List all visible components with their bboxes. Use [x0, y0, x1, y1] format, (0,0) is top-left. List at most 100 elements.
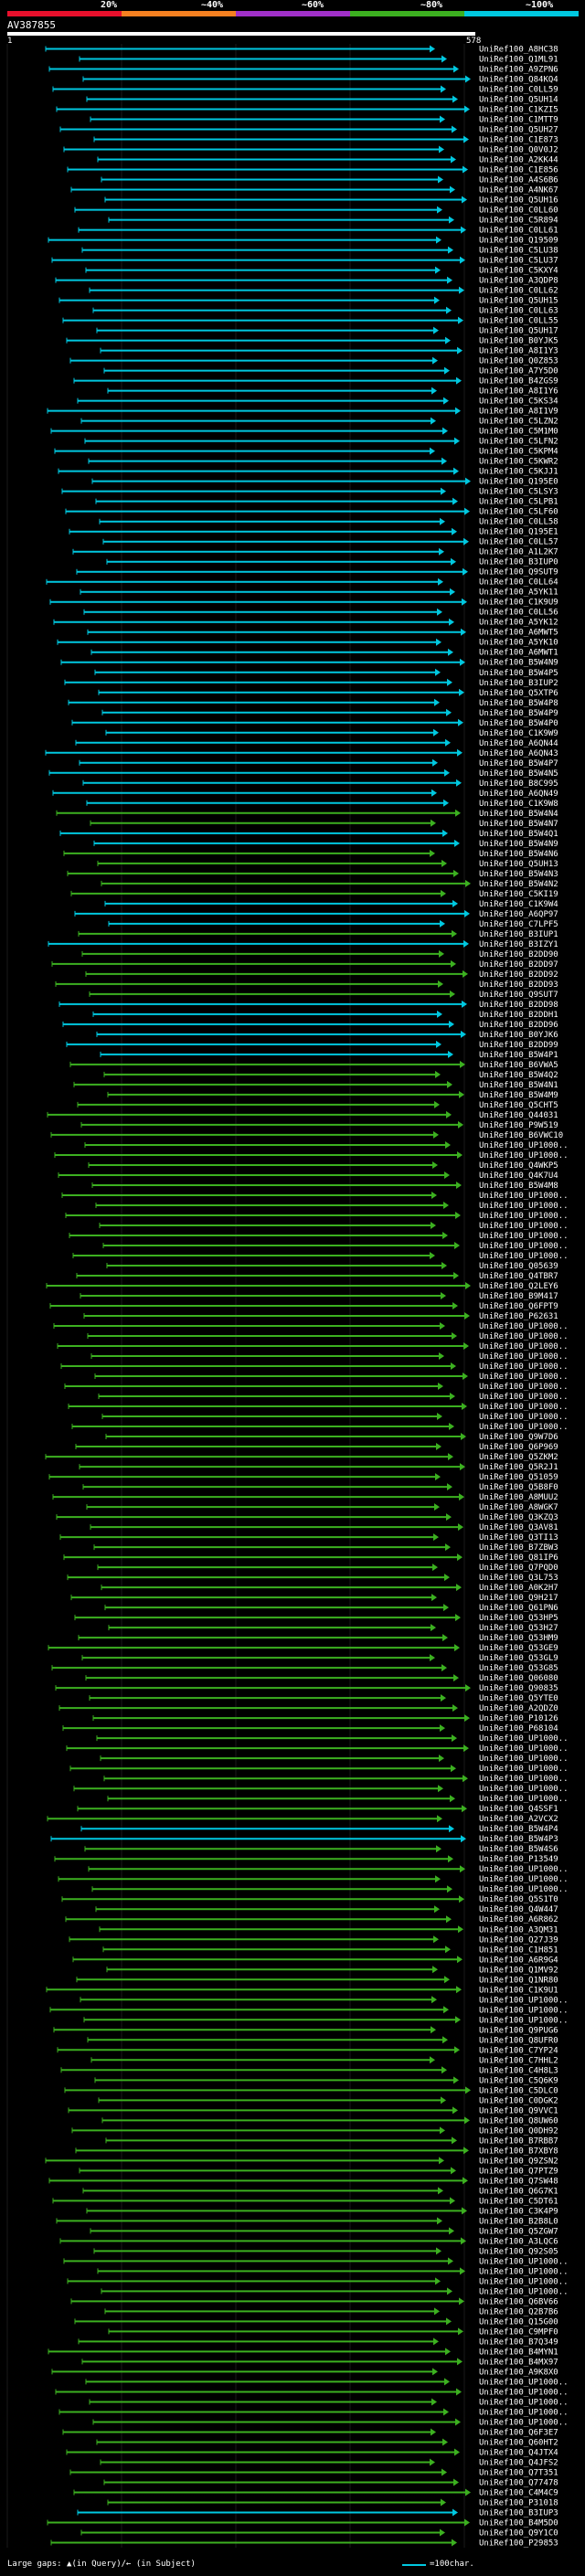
- hit-row[interactable]: UniRef100_B2DD96: [62, 1020, 558, 1030]
- hit-label[interactable]: UniRef100_B4MYN1: [479, 2348, 558, 2357]
- hit-row[interactable]: UniRef100_P13549: [54, 1855, 558, 1864]
- hit-label[interactable]: UniRef100_Q3KZQ3: [479, 1513, 558, 1522]
- hit-row[interactable]: UniRef100_UP1000..: [88, 1865, 569, 1874]
- hit-label[interactable]: UniRef100_B2DD97: [479, 960, 558, 970]
- hit-row[interactable]: UniRef100_Q92S05: [93, 2247, 558, 2256]
- hit-label[interactable]: UniRef100_B4M5D0: [479, 2518, 558, 2528]
- hit-row[interactable]: UniRef100_UP1000..: [49, 2006, 569, 2015]
- hit-label[interactable]: UniRef100_A8WGK7: [479, 1503, 558, 1512]
- hit-label[interactable]: UniRef100_P10126: [479, 1714, 558, 1723]
- hit-row[interactable]: UniRef100_A7Y5D0: [103, 366, 558, 376]
- hit-row[interactable]: UniRef100_UP1000..: [102, 1241, 569, 1251]
- hit-label[interactable]: UniRef100_Q5UH13: [479, 860, 558, 869]
- hit-label[interactable]: UniRef100_C1H851: [479, 1945, 558, 1955]
- hit-row[interactable]: UniRef100_UP1000..: [100, 1754, 569, 1764]
- hit-row[interactable]: UniRef100_Q51059: [48, 1473, 558, 1482]
- hit-row[interactable]: UniRef100_Q84KQ4: [82, 75, 558, 85]
- hit-row[interactable]: UniRef100_UP1000..: [73, 1785, 569, 1794]
- hit-label[interactable]: UniRef100_A9ZPN6: [479, 66, 558, 75]
- hit-row[interactable]: UniRef100_C1K9U9: [49, 598, 558, 608]
- hit-row[interactable]: UniRef100_Q2B7B6: [104, 2307, 558, 2316]
- hit-row[interactable]: UniRef100_A6R862: [65, 1915, 558, 1924]
- hit-label[interactable]: UniRef100_UP1000..: [479, 1192, 569, 1201]
- hit-label[interactable]: UniRef100_C5KWR2: [479, 458, 558, 467]
- hit-row[interactable]: UniRef100_B2DD97: [51, 959, 558, 970]
- hit-row[interactable]: UniRef100_Q19509: [48, 236, 558, 246]
- hit-row[interactable]: UniRef100_C5LSY3: [61, 487, 558, 497]
- hit-label[interactable]: UniRef100_C0DGK2: [479, 2096, 558, 2105]
- hit-row[interactable]: UniRef100_Q5R2J1: [79, 1463, 558, 1472]
- hit-label[interactable]: UniRef100_C0LL61: [479, 227, 558, 236]
- hit-label[interactable]: UniRef100_Q6F3E7: [479, 2428, 558, 2437]
- hit-label[interactable]: UniRef100_Q5CHT5: [479, 1101, 558, 1110]
- hit-row[interactable]: UniRef100_C5LPB1: [95, 497, 558, 507]
- hit-label[interactable]: UniRef100_Q60HT2: [479, 2438, 558, 2447]
- hit-row[interactable]: UniRef100_UP1000..: [101, 2287, 569, 2296]
- hit-row[interactable]: UniRef100_Q4TBR7: [76, 1271, 558, 1281]
- hit-label[interactable]: UniRef100_Q9H217: [479, 1594, 558, 1603]
- hit-row[interactable]: UniRef100_C1E873: [93, 135, 558, 145]
- hit-label[interactable]: UniRef100_B2DD99: [479, 1041, 558, 1050]
- hit-row[interactable]: UniRef100_A5YK11: [80, 588, 558, 598]
- hit-label[interactable]: UniRef100_UP1000..: [479, 2388, 569, 2397]
- hit-row[interactable]: UniRef100_UP1000..: [66, 1744, 569, 1754]
- hit-label[interactable]: UniRef100_A5YK11: [479, 588, 558, 598]
- hit-row[interactable]: UniRef100_UP1000..: [97, 2267, 569, 2276]
- hit-row[interactable]: UniRef100_Q05639: [106, 1261, 558, 1271]
- hit-label[interactable]: UniRef100_B5W4P8: [479, 699, 558, 708]
- hit-row[interactable]: UniRef100_C5DT61: [52, 2197, 558, 2206]
- hit-row[interactable]: UniRef100_A9ZPN6: [48, 65, 558, 75]
- hit-row[interactable]: UniRef100_Q6G7K1: [82, 2187, 558, 2196]
- hit-label[interactable]: UniRef100_C5DT61: [479, 2197, 558, 2206]
- hit-row[interactable]: UniRef100_UP1000..: [92, 2418, 569, 2427]
- hit-row[interactable]: UniRef100_B7XBY8: [75, 2147, 558, 2156]
- hit-row[interactable]: UniRef100_Q6FPT9: [49, 1302, 558, 1311]
- hit-label[interactable]: UniRef100_A5YK12: [479, 619, 558, 628]
- hit-row[interactable]: UniRef100_Q81IP6: [63, 1553, 558, 1563]
- hit-label[interactable]: UniRef100_B5W4N1: [479, 1081, 558, 1090]
- hit-label[interactable]: UniRef100_UP1000..: [479, 1232, 569, 1241]
- hit-label[interactable]: UniRef100_B5W4N9: [479, 659, 558, 668]
- hit-row[interactable]: UniRef100_C1MTT9: [90, 115, 558, 125]
- hit-label[interactable]: UniRef100_Q7SW48: [479, 2177, 558, 2186]
- hit-row[interactable]: UniRef100_Q2LEY6: [46, 1281, 558, 1291]
- hit-label[interactable]: UniRef100_Q5ZGW7: [479, 2227, 558, 2236]
- hit-label[interactable]: UniRef100_UP1000..: [479, 1352, 569, 1362]
- hit-label[interactable]: UniRef100_Q7PQD0: [479, 1564, 558, 1573]
- hit-row[interactable]: UniRef100_B5W4N3: [67, 869, 558, 879]
- hit-label[interactable]: UniRef100_B5W4N3: [479, 870, 558, 879]
- hit-row[interactable]: UniRef100_Q90835: [55, 1684, 558, 1693]
- hit-label[interactable]: UniRef100_UP1000..: [479, 1765, 569, 1774]
- hit-row[interactable]: UniRef100_P29853: [50, 2539, 558, 2548]
- hit-row[interactable]: UniRef100_B8C995: [82, 779, 558, 789]
- hit-row[interactable]: UniRef100_B6VWA5: [69, 1060, 558, 1070]
- hit-row[interactable]: UniRef100_B5W4N9: [93, 839, 558, 849]
- hit-row[interactable]: UniRef100_B5W4N7: [90, 819, 558, 829]
- hit-row[interactable]: UniRef100_A4NK67: [70, 186, 558, 196]
- hit-label[interactable]: UniRef100_C5KXY4: [479, 267, 558, 276]
- hit-label[interactable]: UniRef100_Q7T351: [479, 2468, 558, 2477]
- hit-label[interactable]: UniRef100_C7HHL2: [479, 2056, 558, 2065]
- hit-row[interactable]: UniRef100_Q5UH16: [104, 196, 558, 206]
- hit-row[interactable]: UniRef100_Q4K7U4: [58, 1171, 558, 1181]
- hit-row[interactable]: UniRef100_Q5ZKM2: [45, 1453, 558, 1462]
- hit-row[interactable]: UniRef100_UP1000..: [57, 1342, 569, 1352]
- hit-row[interactable]: UniRef100_A6QN49: [52, 789, 558, 799]
- hit-row[interactable]: UniRef100_Q53HM9: [78, 1634, 558, 1643]
- hit-row[interactable]: UniRef100_A8HC38: [45, 45, 558, 55]
- hit-label[interactable]: UniRef100_P62631: [479, 1312, 558, 1321]
- hit-label[interactable]: UniRef100_B5W4P9: [479, 709, 558, 718]
- hit-label[interactable]: UniRef100_Q6P969: [479, 1443, 558, 1452]
- hit-label[interactable]: UniRef100_Q19509: [479, 237, 558, 246]
- hit-label[interactable]: UniRef100_Q1ML91: [479, 56, 558, 65]
- hit-label[interactable]: UniRef100_C9MPF0: [479, 2327, 558, 2337]
- hit-label[interactable]: UniRef100_UP1000..: [479, 1212, 569, 1221]
- hit-row[interactable]: UniRef100_Q6BV66: [70, 2297, 558, 2306]
- hit-row[interactable]: UniRef100_Q3L753: [67, 1574, 558, 1583]
- hit-row[interactable]: UniRef100_B5W4M9: [107, 1090, 558, 1100]
- hit-label[interactable]: UniRef100_Q4JTX4: [479, 2448, 558, 2457]
- hit-row[interactable]: UniRef100_A9K8X0: [51, 2368, 558, 2377]
- hit-label[interactable]: UniRef100_B7ZBW3: [479, 1543, 558, 1553]
- hit-row[interactable]: UniRef100_UP1000..: [69, 1765, 569, 1774]
- hit-label[interactable]: UniRef100_UP1000..: [479, 1332, 569, 1341]
